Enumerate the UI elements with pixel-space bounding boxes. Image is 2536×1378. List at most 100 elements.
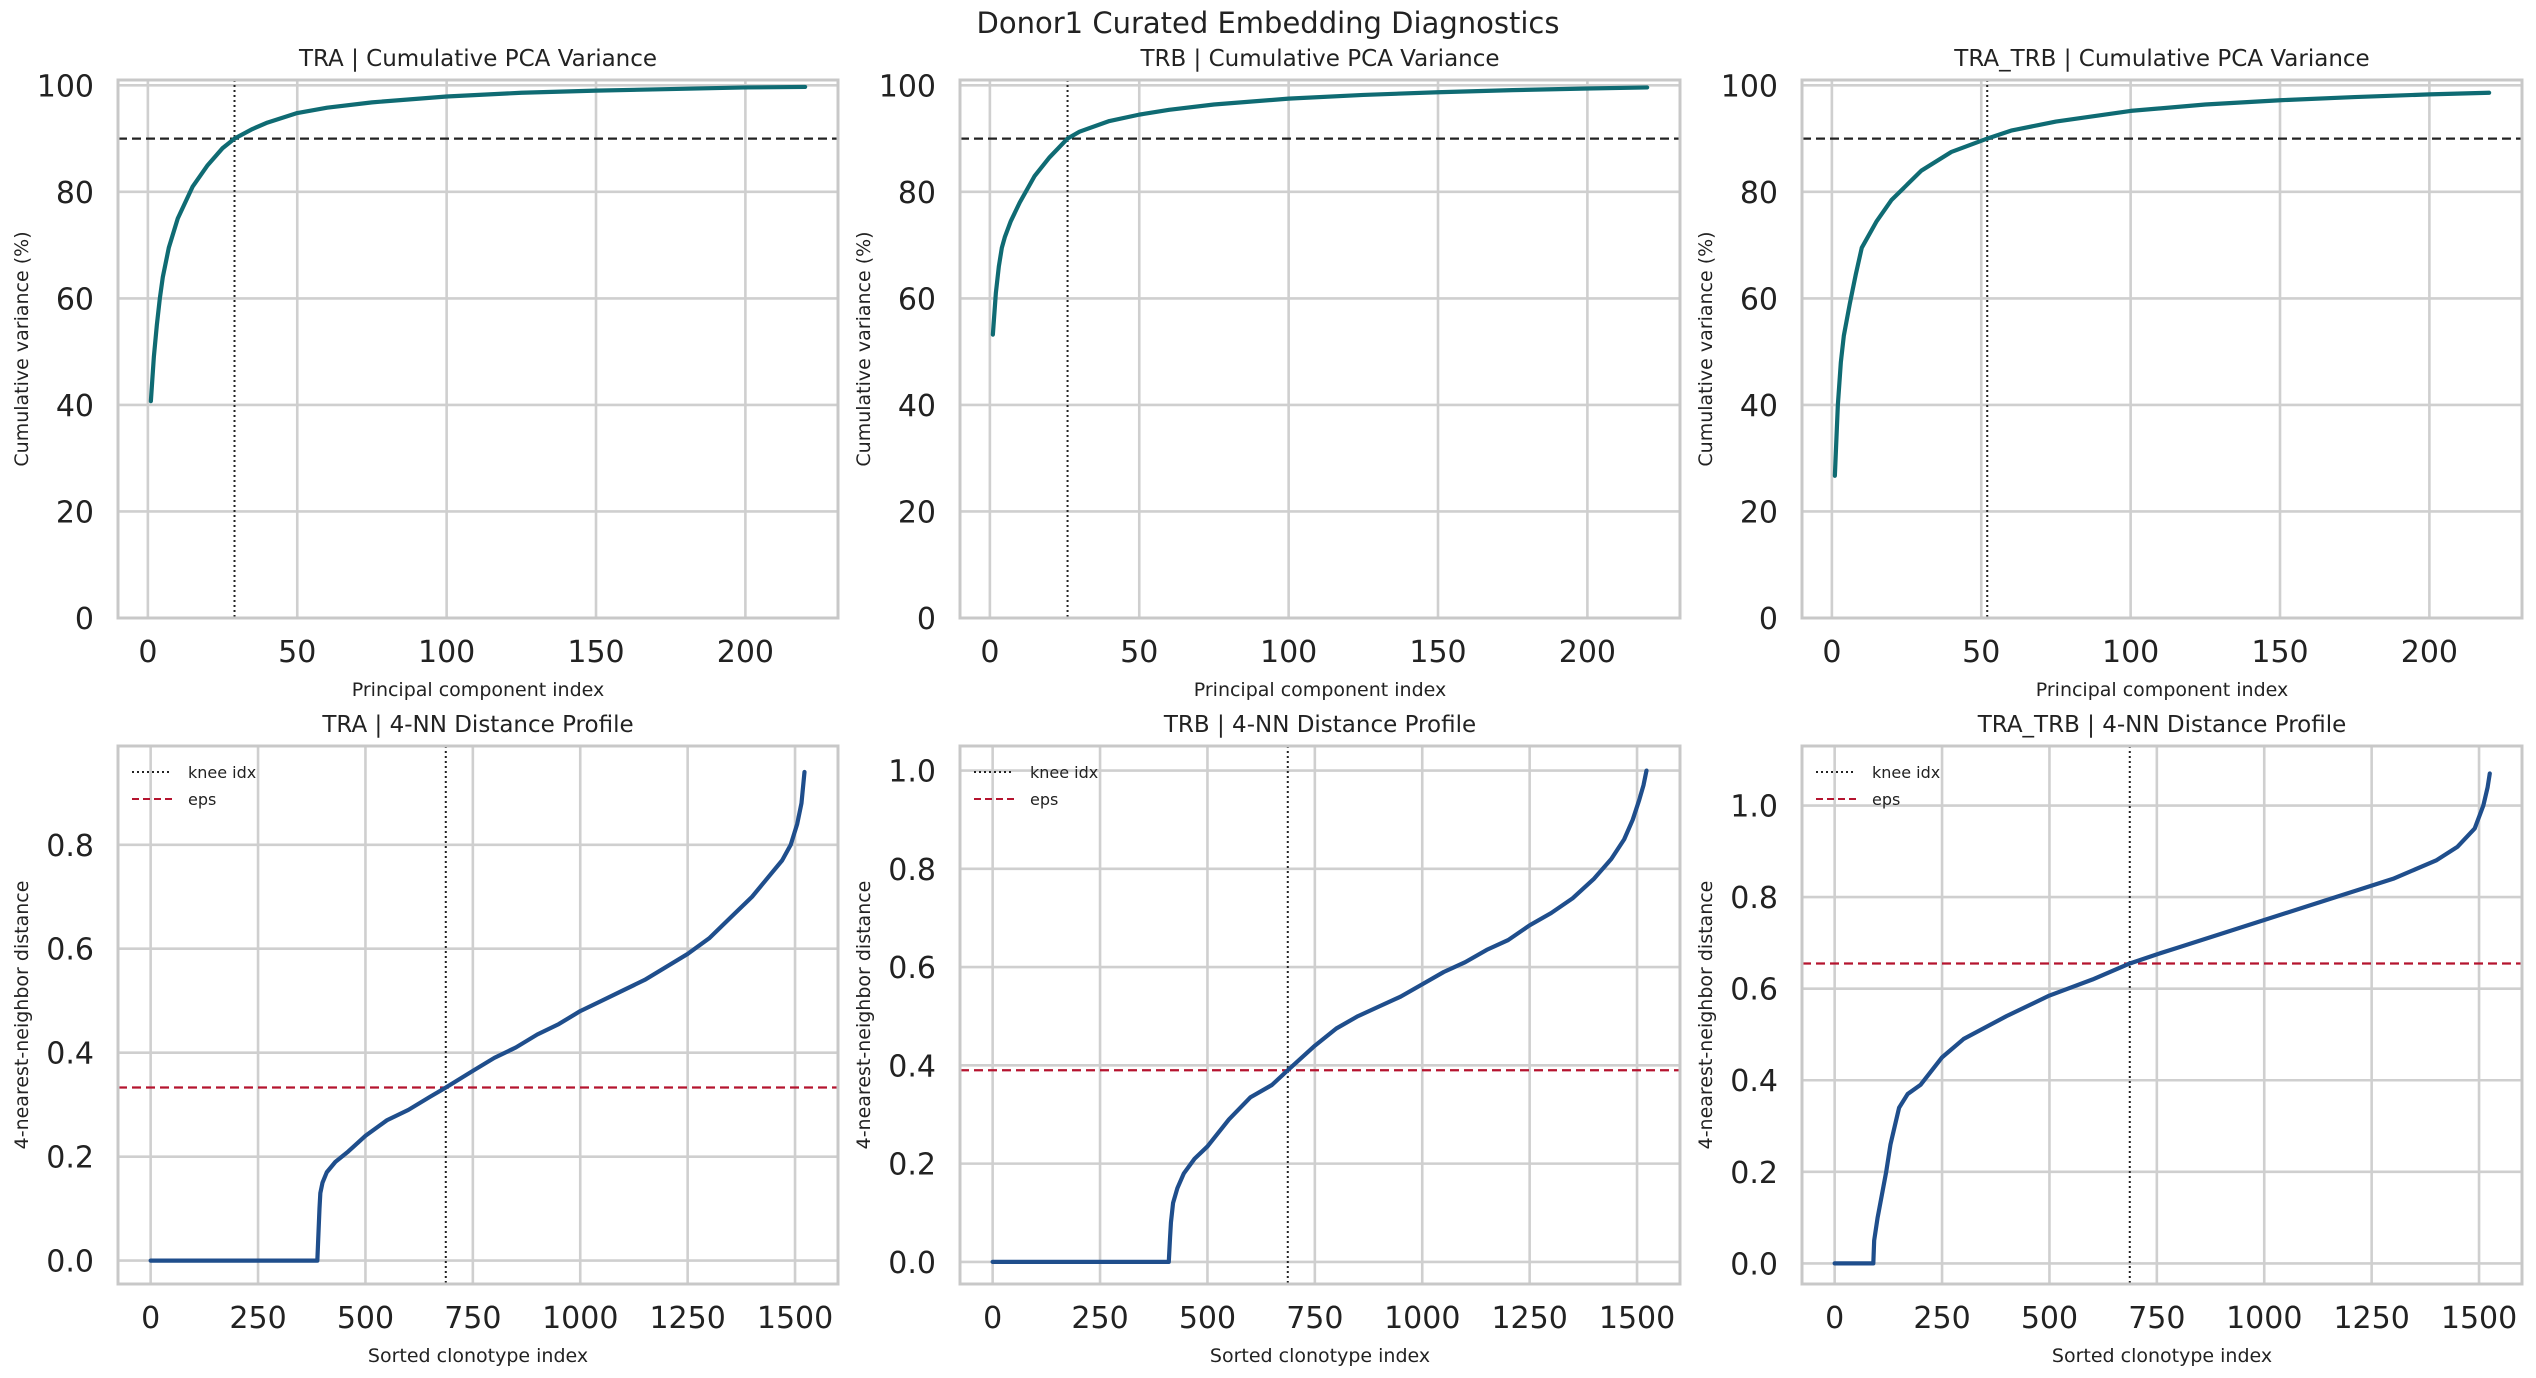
- x-tick-label: 1500: [2441, 1301, 2517, 1336]
- x-tick-label: 1500: [757, 1301, 833, 1336]
- x-tick-label: 750: [1286, 1301, 1343, 1336]
- x-tick-label: 100: [418, 635, 475, 670]
- x-tick-label: 200: [1559, 635, 1616, 670]
- legend-knee-label: knee idx: [1872, 763, 1940, 782]
- y-tick-label: 0: [75, 602, 94, 637]
- y-tick-label: 60: [898, 282, 936, 317]
- subplot-title: TRB | 4-NN Distance Profile: [1163, 712, 1476, 738]
- subplot-title: TRA | Cumulative PCA Variance: [298, 46, 657, 72]
- y-tick-label: 60: [1740, 282, 1778, 317]
- plot-frame: [1800, 78, 2524, 620]
- y-tick-label: 0.6: [888, 951, 936, 986]
- y-tick-label: 0.6: [46, 933, 94, 968]
- x-axis-label: Sorted clonotype index: [368, 1345, 588, 1367]
- x-tick-label: 0: [980, 635, 999, 670]
- x-tick-label: 100: [2102, 635, 2159, 670]
- y-axis-label: Cumulative variance (%): [1695, 231, 1717, 466]
- subplot-title: TRA | 4-NN Distance Profile: [321, 712, 633, 738]
- y-tick-label: 100: [879, 69, 936, 104]
- cumulative-variance-line: [148, 84, 808, 404]
- y-tick-label: 0.0: [1730, 1247, 1778, 1282]
- knn-distance-line: [148, 769, 807, 1263]
- x-tick-label: 0: [141, 1301, 160, 1336]
- subplot-tra-knn: 0 250 500 750 1000 1250 1500 0.0 0.2 0.4 0.6 0.8 TRA…: [11, 712, 840, 1367]
- y-tick-label: 0.0: [46, 1245, 94, 1280]
- y-tick-label: 0.2: [1730, 1156, 1778, 1191]
- y-tick-label: 20: [1740, 495, 1778, 530]
- y-tick-label: 100: [1721, 69, 1778, 104]
- x-tick-label: 1000: [542, 1301, 618, 1336]
- figure-title: Donor1 Curated Embedding Diagnostics: [976, 6, 1560, 40]
- subplot-tra-variance: 0 50 100 150 200 0 20 40 60 80 100 TRA | Cumulative…: [11, 46, 840, 701]
- y-tick-label: 1.0: [1730, 790, 1778, 825]
- y-tick-label: 100: [37, 69, 94, 104]
- y-tick-label: 0.4: [888, 1049, 936, 1084]
- y-tick-label: 80: [1740, 176, 1778, 211]
- x-tick-label: 1250: [649, 1301, 725, 1336]
- y-axis-label: Cumulative variance (%): [11, 231, 33, 466]
- y-tick-label: 1.0: [888, 755, 936, 790]
- x-tick-label: 150: [1409, 635, 1466, 670]
- x-tick-label: 1000: [1384, 1301, 1460, 1336]
- x-axis-label: Sorted clonotype index: [1210, 1345, 1430, 1367]
- y-tick-label: 0.0: [888, 1246, 936, 1281]
- x-tick-label: 0: [1825, 1301, 1844, 1336]
- y-tick-label: 0.6: [1730, 973, 1778, 1008]
- y-tick-label: 0.4: [46, 1037, 94, 1072]
- y-tick-label: 20: [56, 495, 94, 530]
- y-axis-label: 4-nearest-neighbor distance: [11, 881, 33, 1150]
- cumulative-variance-line: [990, 85, 1650, 337]
- plot-frame: [958, 744, 1682, 1286]
- y-tick-label: 40: [898, 389, 936, 424]
- x-tick-label: 50: [1962, 635, 2000, 670]
- subplot-title: TRB | Cumulative PCA Variance: [1139, 46, 1499, 72]
- y-tick-label: 40: [56, 389, 94, 424]
- x-tick-label: 150: [2251, 635, 2308, 670]
- y-tick-label: 0.2: [46, 1141, 94, 1176]
- plot-frame: [116, 78, 840, 620]
- legend: knee idx eps: [132, 763, 256, 809]
- plot-frame: [958, 78, 1682, 620]
- x-tick-label: 500: [1179, 1301, 1236, 1336]
- x-tick-label: 1000: [2226, 1301, 2302, 1336]
- y-tick-label: 0.2: [888, 1148, 936, 1183]
- y-tick-label: 20: [898, 495, 936, 530]
- y-axis-label: Cumulative variance (%): [853, 231, 875, 466]
- x-tick-label: 0: [138, 635, 157, 670]
- knn-distance-line: [1832, 771, 2492, 1266]
- x-tick-label: 250: [1071, 1301, 1128, 1336]
- y-tick-label: 80: [56, 176, 94, 211]
- y-tick-label: 0: [917, 602, 936, 637]
- subplot-trb-knn: 0 250 500 750 1000 1250 1500 0.0 0.2 0.4 0.6 0.8 1.0…: [853, 712, 1682, 1367]
- x-tick-label: 250: [229, 1301, 286, 1336]
- y-tick-label: 0.8: [46, 829, 94, 864]
- subplot-title: TRA_TRB | Cumulative PCA Variance: [1953, 46, 2369, 72]
- x-tick-label: 200: [717, 635, 774, 670]
- x-tick-label: 1250: [2333, 1301, 2409, 1336]
- x-axis-label: Principal component index: [352, 679, 605, 701]
- y-tick-label: 0.8: [1730, 881, 1778, 916]
- x-tick-label: 1500: [1599, 1301, 1675, 1336]
- plot-frame: [1800, 744, 2524, 1286]
- knn-distance-line: [990, 768, 1649, 1264]
- y-tick-label: 40: [1740, 389, 1778, 424]
- x-tick-label: 750: [444, 1301, 501, 1336]
- subplot-tratrb-variance: 0 50 100 150 200 0 20 40 60 80 100 TRA_TRB | Cumula…: [1695, 46, 2524, 701]
- y-tick-label: 0.4: [1730, 1064, 1778, 1099]
- x-axis-label: Sorted clonotype index: [2052, 1345, 2272, 1367]
- x-axis-label: Principal component index: [1194, 679, 1447, 701]
- x-tick-label: 100: [1260, 635, 1317, 670]
- x-tick-label: 500: [2021, 1301, 2078, 1336]
- subplot-tratrb-knn: 0 250 500 750 1000 1250 1500 0.0 0.2 0.4 0.6 0.8 1.0…: [1695, 712, 2524, 1367]
- x-tick-label: 500: [337, 1301, 394, 1336]
- x-tick-label: 0: [983, 1301, 1002, 1336]
- legend-knee-label: knee idx: [1030, 763, 1098, 782]
- y-tick-label: 60: [56, 282, 94, 317]
- subplot-trb-variance: 0 50 100 150 200 0 20 40 60 80 100 TRB | Cumulative…: [853, 46, 1682, 701]
- x-tick-label: 0: [1822, 635, 1841, 670]
- x-tick-label: 1250: [1491, 1301, 1567, 1336]
- y-axis-label: 4-nearest-neighbor distance: [1695, 881, 1717, 1150]
- x-tick-label: 150: [567, 635, 624, 670]
